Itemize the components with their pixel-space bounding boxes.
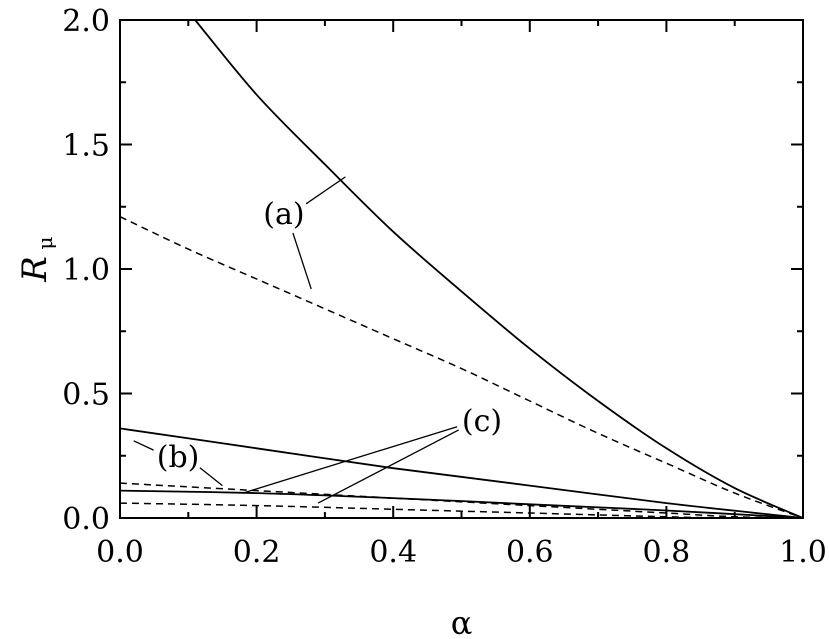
series-line-5-solid xyxy=(119,489,804,519)
annotation-label: (b) xyxy=(157,440,200,475)
x-tick-label: 0.4 xyxy=(369,535,417,570)
series-line-1-solid xyxy=(194,19,804,519)
series-line-3-solid xyxy=(119,427,804,519)
series-layer xyxy=(119,19,804,519)
y-tick-label: 1.5 xyxy=(62,129,110,164)
series-line-4-dashed xyxy=(119,482,804,519)
annotation-leader-line xyxy=(242,426,458,494)
annotation-label: (c) xyxy=(462,404,502,439)
y-tick-label: 0.0 xyxy=(62,502,110,537)
y-axis-title: R μ xyxy=(15,237,57,283)
annotation-leader-line xyxy=(292,232,312,290)
tick-layer: 0.0 0.2 0.4 0.6 0.8 1.0 0.0 0.5 1.0 1.5 2.0 xyxy=(62,4,827,570)
annotation-layer: (a) (b) (c) xyxy=(133,176,502,504)
x-tick-label: 0.6 xyxy=(506,535,554,570)
x-tick-label: 0.8 xyxy=(643,535,691,570)
y-axis-title-subscript: μ xyxy=(33,237,57,250)
x-tick-label: 0.2 xyxy=(233,535,281,570)
annotation-leader-line xyxy=(133,440,154,451)
annotation-leader-line xyxy=(305,176,346,205)
series-line-2-dashed xyxy=(119,216,804,519)
series-line-6-dashed xyxy=(119,502,804,519)
annotation-label: (a) xyxy=(263,197,304,232)
y-axis-title-main: R xyxy=(15,256,55,283)
annotation-leader-line xyxy=(199,467,223,487)
y-tick-label: 1.0 xyxy=(62,253,110,288)
y-tick-label: 2.0 xyxy=(62,4,110,39)
annotation-leader-line xyxy=(317,429,460,504)
x-tick-label: 1.0 xyxy=(779,535,827,570)
x-axis-title: α xyxy=(451,604,473,639)
y-tick-label: 0.5 xyxy=(62,378,110,413)
x-tick-label: 0.0 xyxy=(96,535,144,570)
